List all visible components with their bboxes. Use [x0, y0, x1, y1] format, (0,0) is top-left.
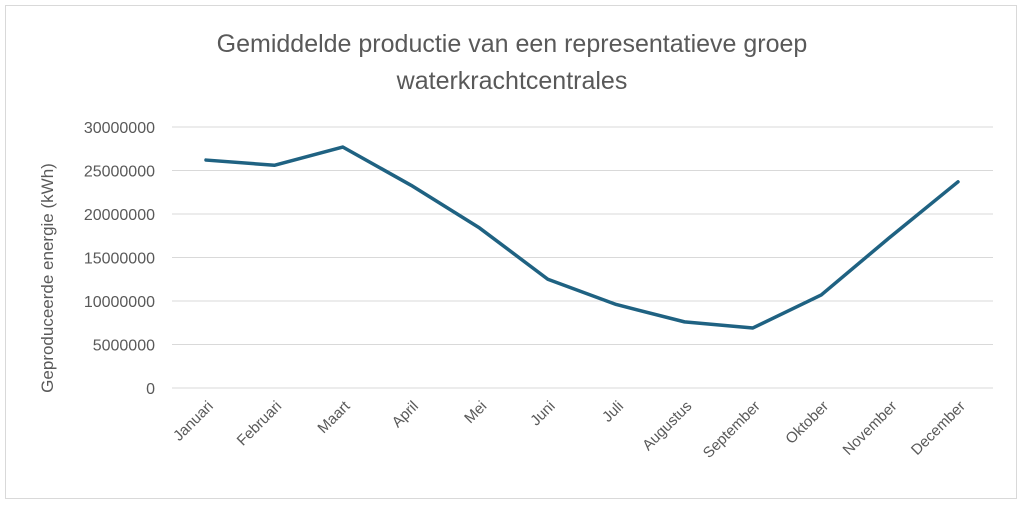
chart-title-line-1: Gemiddelde productie van een representat…	[217, 30, 808, 58]
x-tick-label: Mei	[461, 398, 490, 427]
x-tick-label: Oktober	[782, 398, 832, 448]
x-tick-label: Februari	[234, 398, 286, 450]
x-tick-label: Juli	[599, 398, 627, 426]
x-tick-label: September	[700, 398, 764, 462]
chart-title-line-2: waterkrachtcentrales	[396, 67, 628, 95]
chart-border	[5, 5, 1017, 499]
y-tick-label: 10000000	[84, 294, 155, 311]
x-tick-label: Januari	[170, 398, 217, 445]
y-tick-label: 15000000	[84, 251, 155, 268]
y-axis-label: Geproduceerde energie (kWh)	[38, 163, 57, 393]
x-tick-label: April	[389, 398, 422, 431]
y-tick-label: 30000000	[84, 120, 155, 137]
x-tick-label: Juni	[527, 398, 558, 429]
x-tick-label: Maart	[314, 397, 354, 437]
series-line	[204, 145, 960, 330]
y-tick-label: 20000000	[84, 207, 155, 224]
y-tick-label: 25000000	[84, 164, 155, 181]
y-tick-label: 0	[146, 381, 155, 398]
x-tick-label: November	[840, 398, 901, 459]
x-tick-label: December	[908, 398, 969, 459]
x-tick-label: Augustus	[639, 398, 695, 454]
y-tick-label: 5000000	[93, 338, 155, 355]
